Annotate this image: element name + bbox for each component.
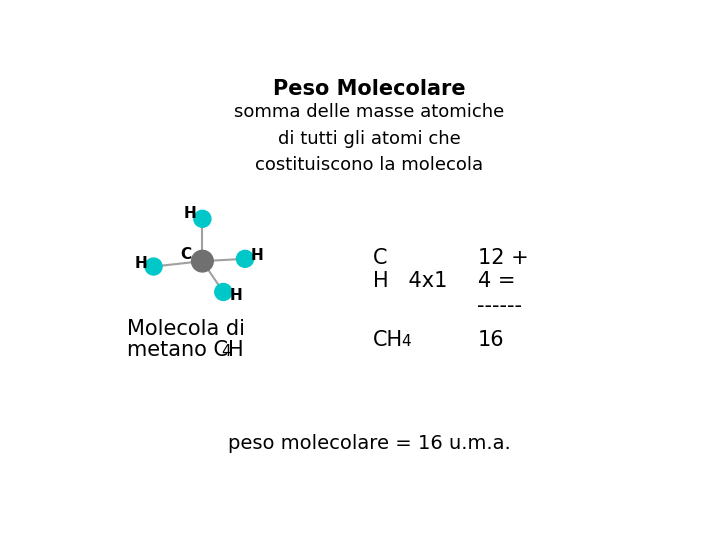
- Text: H: H: [184, 206, 197, 221]
- Text: 16: 16: [477, 330, 504, 350]
- Circle shape: [215, 284, 232, 300]
- Text: Molecola di: Molecola di: [127, 319, 246, 339]
- Circle shape: [236, 251, 253, 267]
- Text: Peso Molecolare: Peso Molecolare: [273, 79, 465, 99]
- Text: ------: ------: [477, 296, 523, 316]
- Text: CH: CH: [373, 330, 403, 350]
- Text: 4: 4: [401, 334, 410, 349]
- Text: H: H: [135, 256, 148, 271]
- Text: 4 =: 4 =: [477, 271, 515, 291]
- Text: peso molecolare = 16 u.m.a.: peso molecolare = 16 u.m.a.: [228, 434, 510, 454]
- Circle shape: [192, 251, 213, 272]
- Circle shape: [194, 210, 211, 227]
- Text: C: C: [373, 248, 387, 268]
- Text: metano CH: metano CH: [127, 340, 244, 361]
- Text: H   4x1: H 4x1: [373, 271, 447, 291]
- Text: C: C: [180, 247, 191, 262]
- Circle shape: [145, 258, 162, 275]
- Text: H: H: [251, 248, 264, 264]
- Text: 4: 4: [222, 345, 231, 359]
- Text: 12 +: 12 +: [477, 248, 528, 268]
- Text: H: H: [230, 287, 242, 302]
- Text: somma delle masse atomiche
di tutti gli atomi che
costituiscono la molecola: somma delle masse atomiche di tutti gli …: [234, 103, 504, 174]
